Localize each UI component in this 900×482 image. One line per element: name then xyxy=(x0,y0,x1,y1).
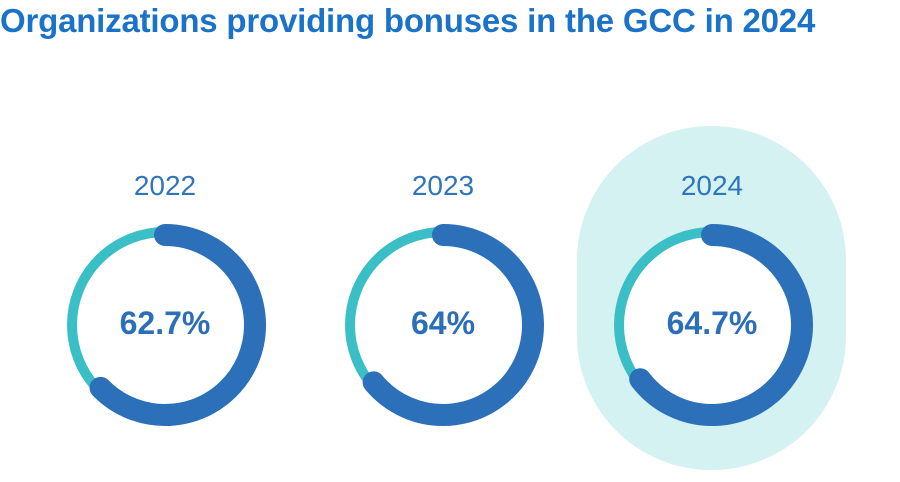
donut-ring xyxy=(67,224,266,426)
donut-year-label: 2022 xyxy=(133,170,197,201)
donut-value-label: 62.7% xyxy=(119,305,211,341)
donut-value-label: 64% xyxy=(410,305,476,341)
donut-value-arc xyxy=(89,224,266,426)
donut-2024: 2024 64.7% xyxy=(597,160,827,440)
chart-title: Organizations providing bonuses in the G… xyxy=(0,2,816,39)
donut-ring xyxy=(345,224,544,426)
donut-value-label: 64.7% xyxy=(666,305,758,341)
donut-2022: 2022 62.7% xyxy=(50,160,280,440)
donut-2023: 2023 64% xyxy=(328,160,558,440)
donut-year-label: 2023 xyxy=(411,170,475,201)
donut-value-arc xyxy=(362,224,544,426)
donut-value-arc xyxy=(629,224,813,426)
donut-year-label: 2024 xyxy=(680,170,744,201)
donut-ring xyxy=(614,224,813,426)
